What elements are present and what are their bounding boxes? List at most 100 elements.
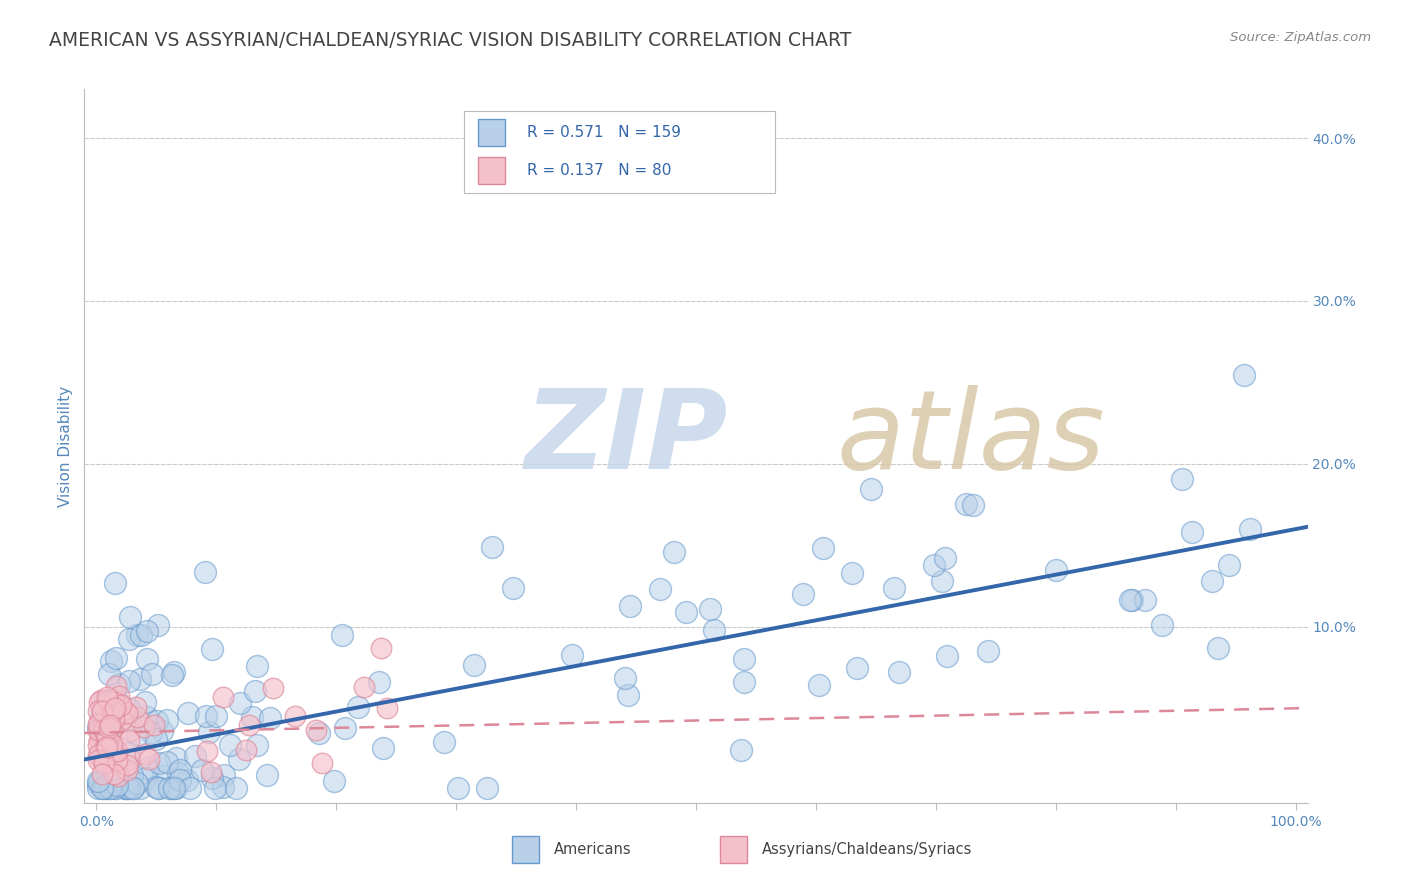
Point — [136, 652, 159, 666]
Point — [152, 723, 174, 738]
Text: ZIP: ZIP — [524, 385, 728, 492]
Point — [115, 781, 138, 796]
Y-axis label: Vision Disability: Vision Disability — [58, 385, 73, 507]
Point — [105, 744, 128, 758]
Point — [125, 709, 148, 723]
Point — [104, 701, 127, 715]
Point — [90, 693, 112, 707]
Point — [162, 781, 184, 796]
Point — [100, 722, 122, 736]
Point — [125, 728, 148, 742]
FancyBboxPatch shape — [464, 111, 776, 193]
Point — [98, 753, 121, 767]
Point — [91, 704, 114, 718]
Point — [811, 541, 834, 555]
Point — [128, 672, 150, 686]
Point — [110, 758, 132, 772]
Point — [93, 723, 115, 737]
Point — [103, 695, 125, 709]
Point — [305, 723, 328, 737]
Point — [118, 746, 141, 760]
Point — [122, 781, 145, 796]
Point — [86, 747, 108, 762]
Point — [121, 767, 143, 781]
Point — [118, 632, 141, 646]
Point — [368, 675, 391, 690]
Point — [98, 721, 121, 735]
Point — [228, 752, 250, 766]
Point — [112, 703, 135, 717]
Point — [118, 702, 141, 716]
Point — [146, 781, 169, 796]
Point — [176, 772, 198, 787]
Point — [90, 781, 112, 796]
Point — [120, 752, 142, 766]
Point — [93, 756, 115, 770]
Text: Assyrians/Chaldeans/Syriacs: Assyrians/Chaldeans/Syriacs — [762, 842, 973, 857]
Point — [246, 738, 269, 752]
Point — [163, 665, 186, 679]
Point — [135, 624, 157, 639]
Point — [160, 668, 183, 682]
Point — [375, 701, 398, 715]
Point — [96, 731, 118, 746]
Point — [155, 713, 177, 727]
Text: Source: ZipAtlas.com: Source: ZipAtlas.com — [1230, 31, 1371, 45]
Point — [141, 666, 163, 681]
Point — [934, 551, 956, 566]
Text: Americans: Americans — [554, 842, 631, 857]
Point — [142, 718, 165, 732]
Point — [308, 725, 330, 739]
Point — [91, 767, 114, 781]
Point — [148, 756, 170, 771]
Point — [353, 681, 375, 695]
Point — [125, 699, 148, 714]
Point — [475, 781, 498, 796]
Point — [94, 694, 117, 708]
Point — [703, 624, 725, 638]
Point — [1206, 641, 1229, 656]
Point — [167, 765, 190, 780]
Point — [110, 698, 132, 712]
Point — [333, 721, 356, 735]
Point — [93, 781, 115, 796]
Point — [211, 780, 233, 794]
Point — [86, 721, 108, 735]
Point — [145, 732, 167, 747]
Point — [93, 726, 115, 740]
Point — [311, 756, 333, 770]
Point — [105, 651, 128, 665]
Point — [463, 657, 485, 672]
Point — [201, 771, 224, 785]
Point — [212, 690, 235, 704]
Point — [96, 731, 118, 746]
Point — [111, 712, 134, 726]
Point — [100, 718, 122, 732]
Point — [617, 688, 640, 702]
Point — [103, 692, 125, 706]
Point — [1045, 563, 1067, 577]
Point — [108, 677, 131, 691]
Point — [323, 773, 346, 788]
Point — [118, 723, 141, 738]
Point — [190, 764, 212, 778]
Point — [165, 781, 187, 796]
Point — [94, 752, 117, 766]
Point — [115, 781, 138, 796]
Point — [201, 642, 224, 657]
Point — [922, 558, 945, 573]
Point — [97, 739, 120, 753]
Bar — [478, 157, 505, 184]
Point — [1119, 592, 1142, 607]
Point — [193, 566, 215, 580]
Point — [204, 781, 226, 796]
Text: R = 0.571   N = 159: R = 0.571 N = 159 — [527, 125, 681, 140]
Point — [87, 746, 110, 760]
Point — [218, 738, 240, 752]
Point — [977, 644, 1000, 658]
Point — [613, 671, 636, 685]
Text: R = 0.137   N = 80: R = 0.137 N = 80 — [527, 163, 672, 178]
Point — [105, 698, 128, 713]
Point — [96, 728, 118, 742]
Point — [139, 725, 162, 739]
